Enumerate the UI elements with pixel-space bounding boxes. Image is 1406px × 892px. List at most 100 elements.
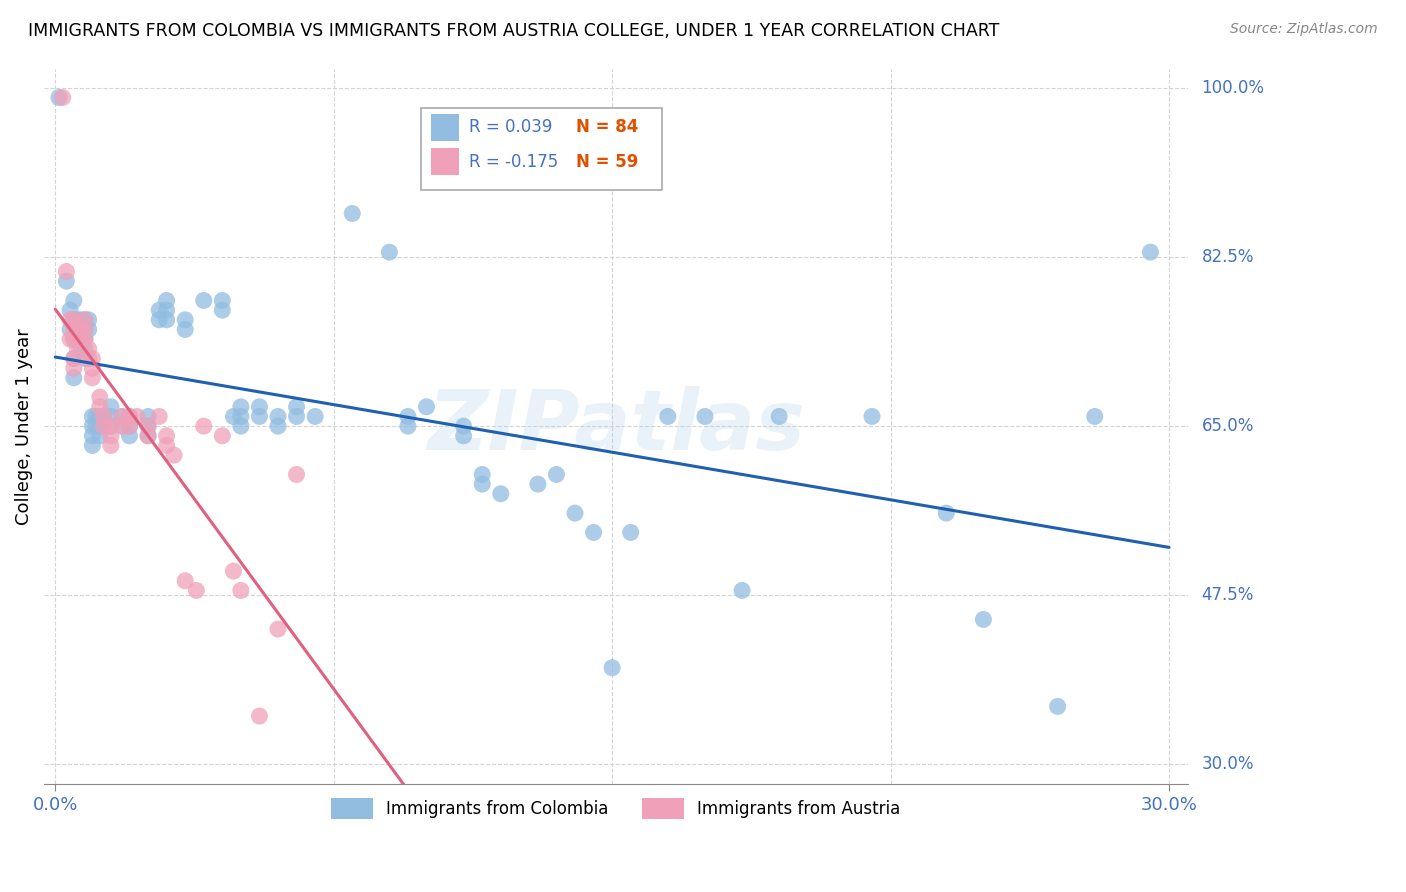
Point: [156, 429, 179, 443]
Point: [125, 409, 148, 424]
Point: [222, 409, 245, 424]
Point: [111, 419, 134, 434]
Point: [89, 390, 111, 404]
Point: [73, 351, 96, 366]
Point: [118, 429, 141, 443]
Text: 100.0%: 100.0%: [1202, 78, 1264, 97]
Point: [62, 313, 84, 327]
Point: [186, 583, 208, 598]
Point: [82, 371, 104, 385]
Point: [73, 342, 96, 356]
Point: [93, 409, 115, 424]
Point: [222, 564, 245, 578]
Text: 47.5%: 47.5%: [1202, 586, 1254, 604]
Point: [267, 409, 290, 424]
Point: [100, 400, 122, 414]
Point: [342, 206, 364, 220]
Point: [62, 351, 84, 366]
Point: [415, 400, 437, 414]
Point: [62, 351, 84, 366]
Point: [174, 313, 197, 327]
Point: [82, 438, 104, 452]
Point: [489, 487, 512, 501]
Point: [52, 90, 75, 104]
FancyBboxPatch shape: [422, 108, 662, 190]
Point: [136, 409, 159, 424]
Point: [100, 419, 122, 434]
Point: [582, 525, 605, 540]
Point: [100, 419, 122, 434]
Text: R = -0.175: R = -0.175: [470, 153, 558, 170]
Point: [82, 429, 104, 443]
Point: [73, 322, 96, 336]
Point: [249, 709, 271, 723]
Point: [229, 419, 252, 434]
FancyBboxPatch shape: [430, 148, 460, 176]
FancyBboxPatch shape: [430, 113, 460, 141]
Point: [453, 429, 475, 443]
Point: [136, 429, 159, 443]
Text: R = 0.039: R = 0.039: [470, 118, 553, 136]
Point: [93, 419, 115, 434]
Point: [148, 409, 170, 424]
Point: [471, 477, 494, 491]
Point: [193, 293, 215, 308]
Point: [136, 429, 159, 443]
Point: [62, 293, 84, 308]
Point: [55, 264, 77, 278]
Point: [378, 245, 401, 260]
Point: [174, 322, 197, 336]
Legend: Immigrants from Colombia, Immigrants from Austria: Immigrants from Colombia, Immigrants fro…: [325, 792, 907, 825]
Point: [249, 400, 271, 414]
Point: [73, 332, 96, 346]
Point: [77, 351, 100, 366]
Point: [657, 409, 679, 424]
Point: [82, 409, 104, 424]
Point: [70, 342, 93, 356]
Point: [396, 409, 419, 424]
Point: [66, 332, 89, 346]
Point: [118, 419, 141, 434]
Point: [471, 467, 494, 482]
Point: [93, 409, 115, 424]
Point: [1139, 245, 1161, 260]
Point: [304, 409, 326, 424]
Point: [59, 332, 82, 346]
Point: [73, 322, 96, 336]
Point: [211, 293, 233, 308]
Point: [100, 429, 122, 443]
Point: [82, 419, 104, 434]
Point: [89, 429, 111, 443]
Point: [156, 293, 179, 308]
Point: [70, 332, 93, 346]
Point: [1046, 699, 1069, 714]
Point: [70, 332, 93, 346]
Point: [111, 409, 134, 424]
Point: [93, 419, 115, 434]
Text: N = 59: N = 59: [576, 153, 638, 170]
Point: [174, 574, 197, 588]
Point: [70, 322, 93, 336]
Point: [249, 409, 271, 424]
Point: [62, 313, 84, 327]
Point: [935, 506, 957, 520]
Point: [62, 371, 84, 385]
Point: [193, 419, 215, 434]
Point: [1084, 409, 1107, 424]
Point: [453, 419, 475, 434]
Point: [59, 313, 82, 327]
Point: [396, 419, 419, 434]
Point: [136, 419, 159, 434]
Point: [163, 448, 186, 462]
Point: [100, 409, 122, 424]
Point: [111, 409, 134, 424]
Point: [972, 612, 994, 626]
Point: [267, 419, 290, 434]
Point: [600, 661, 623, 675]
Point: [118, 409, 141, 424]
Text: N = 84: N = 84: [576, 118, 638, 136]
Point: [620, 525, 643, 540]
Text: 82.5%: 82.5%: [1202, 248, 1254, 266]
Point: [59, 303, 82, 318]
Point: [62, 322, 84, 336]
